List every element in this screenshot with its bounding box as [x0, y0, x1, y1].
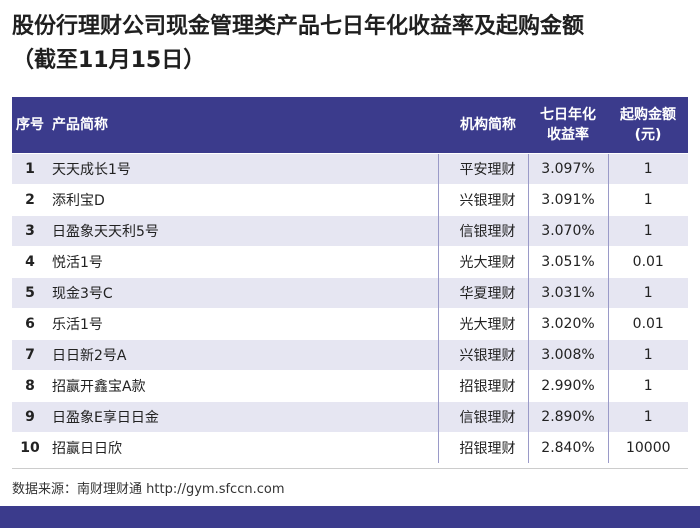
cell-institution: 信银理财 — [437, 401, 528, 433]
table-body: 1 天天成长1号 平安理财 3.097% 1 2 添利宝D 兴银理财 3.091… — [12, 153, 688, 463]
cell-name: 招赢日日欣 — [48, 432, 438, 463]
table-row: 9 日盈象E享日日金 信银理财 2.890% 1 — [12, 401, 688, 433]
cell-no: 2 — [12, 184, 48, 216]
table-header-row: 序号 产品简称 机构简称 七日年化 收益率 起购金额 (元) — [12, 97, 688, 154]
cell-name: 悦活1号 — [48, 246, 438, 278]
cell-rate: 3.097% — [527, 153, 608, 185]
cell-min-amount: 1 — [607, 277, 688, 309]
cell-institution: 兴银理财 — [437, 339, 528, 371]
cell-institution: 招银理财 — [437, 432, 528, 463]
header-institution: 机构简称 — [438, 97, 528, 154]
cell-min-amount: 0.01 — [607, 246, 688, 278]
cell-no: 1 — [12, 153, 48, 185]
header-min-amount: 起购金额 (元) — [608, 97, 688, 154]
cell-no: 9 — [12, 401, 48, 433]
cell-institution: 光大理财 — [437, 246, 528, 278]
table-row: 4 悦活1号 光大理财 3.051% 0.01 — [12, 246, 688, 278]
cell-min-amount: 1 — [607, 339, 688, 371]
cell-rate: 3.091% — [527, 184, 608, 216]
page-title: 股份行理财公司现金管理类产品七日年化收益率及起购金额 （截至11月15日） — [12, 10, 692, 78]
cell-no: 3 — [12, 215, 48, 247]
table-row: 1 天天成长1号 平安理财 3.097% 1 — [12, 153, 688, 185]
cell-name: 日日新2号A — [48, 339, 438, 371]
cell-name: 现金3号C — [48, 277, 438, 309]
bottom-bar — [0, 506, 700, 528]
title-line-1: 股份行理财公司现金管理类产品七日年化收益率及起购金额 — [12, 14, 585, 39]
table-row: 5 现金3号C 华夏理财 3.031% 1 — [12, 277, 688, 309]
table-row: 2 添利宝D 兴银理财 3.091% 1 — [12, 184, 688, 216]
cell-min-amount: 1 — [607, 184, 688, 216]
table-row: 8 招赢开鑫宝A款 招银理财 2.990% 1 — [12, 370, 688, 402]
cell-rate: 3.070% — [527, 215, 608, 247]
cell-name: 日盈象E享日日金 — [48, 401, 438, 433]
cell-name: 招赢开鑫宝A款 — [48, 370, 438, 402]
cell-name: 天天成长1号 — [48, 153, 438, 185]
cell-min-amount: 1 — [607, 153, 688, 185]
cell-min-amount: 1 — [607, 370, 688, 402]
cell-no: 6 — [12, 308, 48, 340]
header-name: 产品简称 — [48, 97, 438, 154]
cell-rate: 2.890% — [527, 401, 608, 433]
cell-institution: 信银理财 — [437, 215, 528, 247]
cell-name: 添利宝D — [48, 184, 438, 216]
cell-name: 乐活1号 — [48, 308, 438, 340]
cell-no: 10 — [12, 432, 48, 463]
data-source-note: 数据来源：南财理财通 http://gym.sfccn.com — [12, 482, 285, 497]
footer-divider — [12, 468, 688, 469]
cell-min-amount: 1 — [607, 215, 688, 247]
cell-no: 5 — [12, 277, 48, 309]
header-min-line-1: 起购金额 — [620, 107, 676, 123]
header-rate: 七日年化 收益率 — [528, 97, 608, 154]
table-row: 10 招赢日日欣 招银理财 2.840% 10000 — [12, 432, 688, 463]
cell-name: 日盈象天天利5号 — [48, 215, 438, 247]
cell-institution: 华夏理财 — [437, 277, 528, 309]
cell-rate: 3.051% — [527, 246, 608, 278]
cell-min-amount: 0.01 — [607, 308, 688, 340]
table-row: 6 乐活1号 光大理财 3.020% 0.01 — [12, 308, 688, 340]
table-row: 7 日日新2号A 兴银理财 3.008% 1 — [12, 339, 688, 371]
products-table: 序号 产品简称 机构简称 七日年化 收益率 起购金额 (元) 1 天天成长1号 … — [12, 97, 688, 463]
cell-institution: 招银理财 — [437, 370, 528, 402]
cell-min-amount: 10000 — [607, 432, 688, 463]
cell-no: 4 — [12, 246, 48, 278]
cell-no: 7 — [12, 339, 48, 371]
cell-rate: 2.840% — [527, 432, 608, 463]
cell-min-amount: 1 — [607, 401, 688, 433]
title-line-2: （截至11月15日） — [12, 48, 206, 73]
cell-institution: 兴银理财 — [437, 184, 528, 216]
header-min-line-2: (元) — [634, 127, 662, 143]
cell-rate: 3.031% — [527, 277, 608, 309]
cell-rate: 2.990% — [527, 370, 608, 402]
cell-institution: 光大理财 — [437, 308, 528, 340]
cell-institution: 平安理财 — [437, 153, 528, 185]
header-rate-line-2: 收益率 — [547, 127, 589, 143]
table-row: 3 日盈象天天利5号 信银理财 3.070% 1 — [12, 215, 688, 247]
cell-no: 8 — [12, 370, 48, 402]
cell-rate: 3.008% — [527, 339, 608, 371]
cell-rate: 3.020% — [527, 308, 608, 340]
header-rate-line-1: 七日年化 — [540, 107, 596, 123]
header-no: 序号 — [12, 97, 48, 154]
